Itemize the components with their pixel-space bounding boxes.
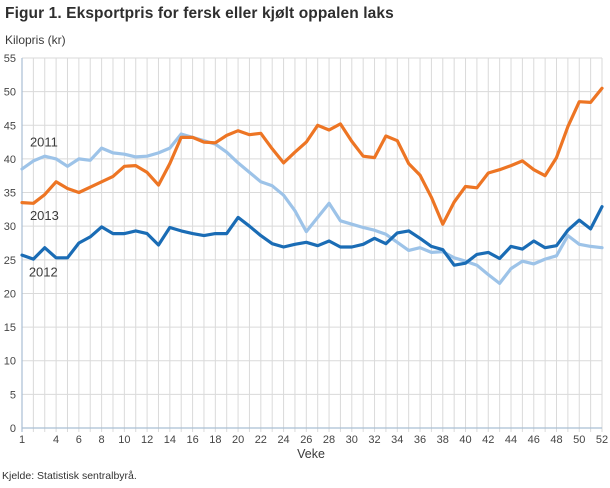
x-tick-label: 12 xyxy=(141,434,153,446)
y-tick-label: 55 xyxy=(4,53,16,65)
x-tick-label: 10 xyxy=(118,434,130,446)
series-label-2012: 2012 xyxy=(29,264,58,279)
figure-title: Figur 1. Eksportpris for fersk eller kjø… xyxy=(5,5,394,22)
y-tick-label: 40 xyxy=(4,154,16,166)
y-tick-label: 5 xyxy=(10,389,16,401)
x-tick-label: 24 xyxy=(277,434,289,446)
x-tick-label: 40 xyxy=(459,434,471,446)
x-tick-label: 38 xyxy=(437,434,449,446)
x-tick-label: 32 xyxy=(368,434,380,446)
x-tick-label: 14 xyxy=(164,434,176,446)
x-tick-label: 52 xyxy=(596,434,608,446)
y-tick-label: 25 xyxy=(4,255,16,267)
x-tick-label: 4 xyxy=(53,434,59,446)
x-tick-label: 30 xyxy=(346,434,358,446)
y-tick-label: 30 xyxy=(4,221,16,233)
series-line-2013 xyxy=(20,86,604,226)
source-note: Kjelde: Statistisk sentralbyrå. xyxy=(2,470,137,482)
x-tick-label: 36 xyxy=(414,434,426,446)
x-tick-label: 8 xyxy=(99,434,105,446)
y-tick-label: 35 xyxy=(4,188,16,200)
series-line-2012 xyxy=(20,205,604,267)
y-tick-label: 10 xyxy=(4,356,16,368)
series-label-2011: 2011 xyxy=(30,135,58,150)
x-axis-title: Veke xyxy=(297,447,325,461)
y-tick-label: 15 xyxy=(4,322,16,334)
series-line-2011 xyxy=(20,132,604,285)
x-tick-label: 22 xyxy=(255,434,267,446)
x-tick-label: 18 xyxy=(209,434,221,446)
x-tick-label: 48 xyxy=(550,434,562,446)
x-tick-label: 28 xyxy=(323,434,335,446)
x-tick-label: 50 xyxy=(573,434,585,446)
x-tick-label: 6 xyxy=(76,434,82,446)
x-tick-label: 26 xyxy=(300,434,312,446)
x-tick-label: 42 xyxy=(482,434,494,446)
series-label-2013: 2013 xyxy=(30,208,59,223)
x-tick-label: 16 xyxy=(186,434,198,446)
x-tick-label: 46 xyxy=(528,434,540,446)
y-tick-label: 20 xyxy=(4,288,16,300)
y-axis-title: Kilopris (kr) xyxy=(5,33,66,47)
x-tick-label: 1 xyxy=(19,434,25,446)
y-tick-label: 50 xyxy=(4,87,16,99)
y-tick-label: 45 xyxy=(4,120,16,132)
y-tick-label: 0 xyxy=(10,423,16,435)
x-tick-label: 44 xyxy=(505,434,517,446)
x-tick-label: 20 xyxy=(232,434,244,446)
x-tick-label: 34 xyxy=(391,434,403,446)
